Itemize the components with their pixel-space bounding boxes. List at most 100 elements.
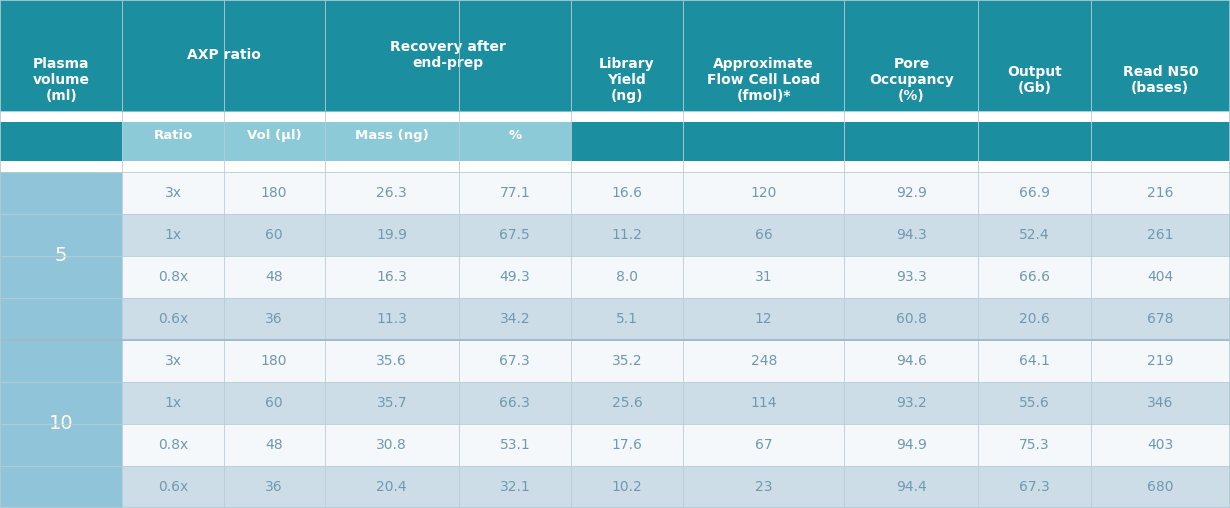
Text: 20.6: 20.6: [1020, 312, 1050, 326]
Bar: [325, 214, 459, 256]
Bar: [122, 298, 224, 340]
Text: 1x: 1x: [165, 228, 182, 242]
Text: 36: 36: [266, 480, 283, 494]
Text: 53.1: 53.1: [499, 438, 530, 452]
Text: 35.2: 35.2: [611, 354, 642, 368]
Text: 16.3: 16.3: [376, 270, 407, 284]
Bar: [683, 0, 844, 161]
Bar: [325, 172, 459, 214]
Text: 0.6x: 0.6x: [157, 312, 188, 326]
Text: 248: 248: [750, 354, 777, 368]
Bar: [978, 466, 1091, 508]
Bar: [459, 214, 571, 256]
Bar: [571, 298, 683, 340]
Bar: [224, 424, 325, 466]
Bar: [844, 0, 978, 161]
Bar: [1091, 466, 1230, 508]
Text: 49.3: 49.3: [499, 270, 530, 284]
Text: 34.2: 34.2: [499, 312, 530, 326]
Bar: [1091, 214, 1230, 256]
Text: 216: 216: [1148, 186, 1173, 200]
Bar: [844, 424, 978, 466]
Bar: [683, 298, 844, 340]
Text: 678: 678: [1148, 312, 1173, 326]
Bar: [844, 466, 978, 508]
Text: 0.6x: 0.6x: [157, 480, 188, 494]
Text: 66.3: 66.3: [499, 396, 530, 410]
Bar: [122, 256, 224, 298]
Bar: [459, 298, 571, 340]
Text: Output
(Gb): Output (Gb): [1007, 65, 1061, 96]
Text: AXP ratio: AXP ratio: [187, 48, 261, 62]
Bar: [224, 111, 325, 161]
Bar: [325, 111, 459, 161]
Bar: [224, 172, 325, 214]
Text: 3x: 3x: [165, 354, 182, 368]
Text: 180: 180: [261, 354, 288, 368]
Text: 94.3: 94.3: [895, 228, 926, 242]
Text: 60: 60: [266, 396, 283, 410]
Text: 67: 67: [755, 438, 772, 452]
Bar: [978, 382, 1091, 424]
Bar: [844, 256, 978, 298]
Bar: [683, 466, 844, 508]
Text: 48: 48: [266, 270, 283, 284]
Bar: [978, 172, 1091, 214]
Bar: [978, 256, 1091, 298]
Bar: [122, 466, 224, 508]
Text: Read N50
(bases): Read N50 (bases): [1123, 65, 1198, 96]
Text: 94.9: 94.9: [895, 438, 927, 452]
Bar: [1091, 382, 1230, 424]
Text: 35.7: 35.7: [376, 396, 407, 410]
Text: 8.0: 8.0: [616, 270, 638, 284]
Text: 403: 403: [1148, 438, 1173, 452]
Text: 19.9: 19.9: [376, 228, 407, 242]
Text: 30.8: 30.8: [376, 438, 407, 452]
Bar: [1091, 0, 1230, 161]
Text: 75.3: 75.3: [1020, 438, 1049, 452]
Bar: [0, 172, 122, 340]
Text: 10: 10: [49, 415, 74, 433]
Text: 404: 404: [1148, 270, 1173, 284]
Bar: [1091, 298, 1230, 340]
Bar: [978, 0, 1091, 161]
Text: 346: 346: [1148, 396, 1173, 410]
Bar: [0, 340, 122, 508]
Text: Approximate
Flow Cell Load
(fmol)*: Approximate Flow Cell Load (fmol)*: [707, 57, 820, 104]
Text: Ratio: Ratio: [154, 129, 193, 142]
Text: 11.3: 11.3: [376, 312, 407, 326]
Bar: [844, 214, 978, 256]
Bar: [122, 424, 224, 466]
Bar: [1091, 340, 1230, 382]
Text: 55.6: 55.6: [1020, 396, 1050, 410]
Text: 11.2: 11.2: [611, 228, 642, 242]
Bar: [978, 340, 1091, 382]
Bar: [1091, 424, 1230, 466]
Bar: [224, 340, 325, 382]
Bar: [325, 340, 459, 382]
Bar: [571, 0, 683, 161]
Bar: [978, 424, 1091, 466]
Text: Mass (ng): Mass (ng): [355, 129, 428, 142]
Bar: [459, 111, 571, 161]
Bar: [122, 340, 224, 382]
Bar: [683, 172, 844, 214]
Text: 94.4: 94.4: [895, 480, 926, 494]
Text: 35.6: 35.6: [376, 354, 407, 368]
Text: 77.1: 77.1: [499, 186, 530, 200]
Bar: [683, 382, 844, 424]
Text: 17.6: 17.6: [611, 438, 642, 452]
Bar: [459, 256, 571, 298]
Text: 67.3: 67.3: [1020, 480, 1050, 494]
Text: 3x: 3x: [165, 186, 182, 200]
Bar: [683, 214, 844, 256]
Bar: [325, 424, 459, 466]
Bar: [844, 172, 978, 214]
Bar: [325, 298, 459, 340]
Text: 12: 12: [755, 312, 772, 326]
Text: 120: 120: [750, 186, 777, 200]
Bar: [224, 256, 325, 298]
Text: 26.3: 26.3: [376, 186, 407, 200]
Text: 60: 60: [266, 228, 283, 242]
Text: %: %: [508, 129, 522, 142]
